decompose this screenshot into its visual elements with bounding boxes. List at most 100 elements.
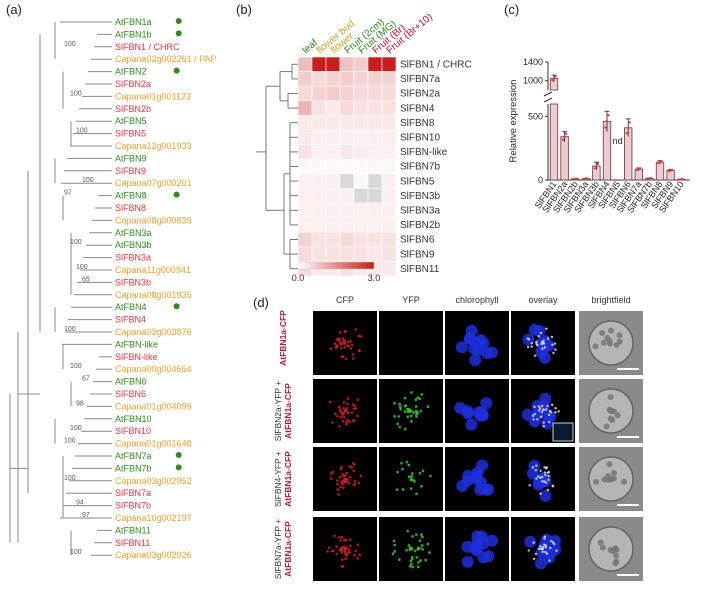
bootstrap-value: 67: [82, 376, 90, 383]
ortholog-dot-icon: [175, 18, 182, 24]
heatmap-cell: [297, 85, 313, 102]
heatmap-cell: [311, 115, 327, 131]
fluorescent-spot: [469, 354, 482, 367]
tree-leaf-label: AtFBN-like: [115, 339, 158, 349]
fluorescent-spot: [542, 424, 546, 428]
fluorescent-spot: [549, 546, 552, 550]
fluorescent-spot: [543, 537, 546, 540]
heatmap-cell: [325, 115, 341, 131]
micrograph-overlay: [511, 379, 575, 443]
heatmap-cell: [381, 202, 397, 218]
colorbar-min-label: 0.0: [292, 273, 305, 283]
replicate-point: [552, 77, 556, 80]
fluorescent-spot: [549, 543, 562, 556]
fluorescent-spot: [528, 484, 531, 487]
fluorescent-spot: [606, 337, 613, 344]
axis-break-mark: [543, 91, 553, 97]
heatmap-cell: [297, 144, 313, 160]
fluorescent-spot: [616, 332, 623, 339]
heatmap-cell: [353, 56, 369, 72]
fluorescent-spot: [398, 402, 402, 406]
tree-leaf-label: Capana01g001123: [115, 91, 191, 101]
fluorescent-spot: [343, 330, 347, 333]
fluorescent-spot: [354, 549, 358, 553]
fluorescent-spot: [335, 552, 338, 556]
heatmap-cell: [297, 202, 313, 218]
heatmap-cell: [325, 85, 341, 102]
fluorescent-spot: [349, 544, 352, 548]
replicate-point: [596, 162, 600, 165]
fluorescent-spot: [534, 557, 547, 570]
heatmap-cell: [367, 71, 383, 87]
heatmap-cell: [311, 217, 327, 233]
heatmap-cell: [381, 261, 397, 277]
heatmap-row-label: SlFBN8: [400, 118, 435, 129]
fluorescent-spot: [415, 415, 418, 418]
fluorescent-spot: [530, 341, 533, 345]
fluorescent-spot: [396, 470, 400, 474]
fluorescent-spot: [393, 543, 396, 547]
heatmap-cell: [297, 188, 313, 204]
fluorescent-spot: [603, 423, 610, 430]
tree-leaf-label: AtFBN7b: [115, 463, 152, 473]
fluorescent-spot: [342, 538, 346, 542]
heatmap-cell: [353, 246, 369, 262]
fluorescent-spot: [413, 480, 416, 483]
fluorescent-spot: [405, 548, 408, 552]
microscopy-column-header: CFP: [336, 295, 354, 305]
fluorescent-spot: [344, 409, 347, 412]
fluorescent-spot: [606, 406, 613, 413]
heatmap-cell: [339, 56, 355, 72]
tree-leaf-label: Capana03g002026: [115, 550, 192, 560]
fluorescent-spot: [535, 477, 538, 480]
fluorescent-spot: [353, 482, 356, 486]
annotation-nd: nd: [613, 136, 623, 146]
fluorescent-spot: [542, 342, 546, 345]
heatmap-cell: [311, 173, 327, 189]
fluorescent-spot: [540, 404, 544, 408]
heatmap-cell: [339, 173, 355, 189]
fluorescent-spot: [612, 560, 619, 567]
replicate-point: [554, 75, 557, 78]
heatmap-cell: [297, 217, 313, 233]
fluorescent-spot: [357, 481, 360, 485]
fluorescent-spot: [539, 545, 542, 548]
ortholog-dot-icon: [173, 67, 180, 74]
heatmap-cell: [339, 231, 355, 248]
fluorescent-spot: [357, 334, 361, 338]
bootstrap-value: 97: [82, 512, 90, 519]
heatmap-cell: [339, 246, 355, 262]
replicate-point: [627, 126, 630, 130]
phylogenetic-tree: AtFBN1a AtFBN1b SlFBN1 / CHRC Capana02g0022…: [9, 17, 216, 560]
tree-leaf-label: SlFBN6: [115, 389, 146, 399]
fluorescent-spot: [597, 539, 604, 546]
fluorescent-spot: [539, 469, 542, 472]
fluorescent-spot: [342, 406, 345, 410]
tree-leaf-label: AtFBN9: [115, 153, 147, 163]
micrograph-brightfield: [579, 517, 643, 581]
replicate-point: [605, 120, 609, 123]
fluorescent-spot: [554, 407, 557, 410]
fluorescent-spot: [347, 481, 351, 485]
fluorescent-spot: [542, 421, 545, 424]
fluorescent-spot: [330, 472, 333, 476]
heatmap-cell: [381, 56, 397, 72]
microscopy-column-header: brightfield: [591, 295, 631, 305]
fluorescent-spot: [331, 421, 334, 424]
fluorescent-spot: [346, 340, 350, 344]
fluorescent-spot: [420, 533, 423, 537]
micrograph-yfp: [379, 517, 443, 581]
fluorescent-spot: [608, 475, 615, 482]
heatmap-cell: [311, 129, 327, 145]
fluorescent-spot: [475, 476, 488, 489]
fluorescent-spot: [337, 337, 341, 340]
heatmap-cell: [311, 202, 327, 218]
fluorescent-spot: [541, 480, 544, 483]
colorbar: [297, 261, 375, 270]
replicate-point: [628, 121, 631, 124]
fluorescent-spot: [420, 392, 424, 396]
fluorescent-spot: [348, 475, 352, 479]
heatmap-cell: [367, 56, 383, 72]
fluorescent-spot: [418, 471, 422, 475]
